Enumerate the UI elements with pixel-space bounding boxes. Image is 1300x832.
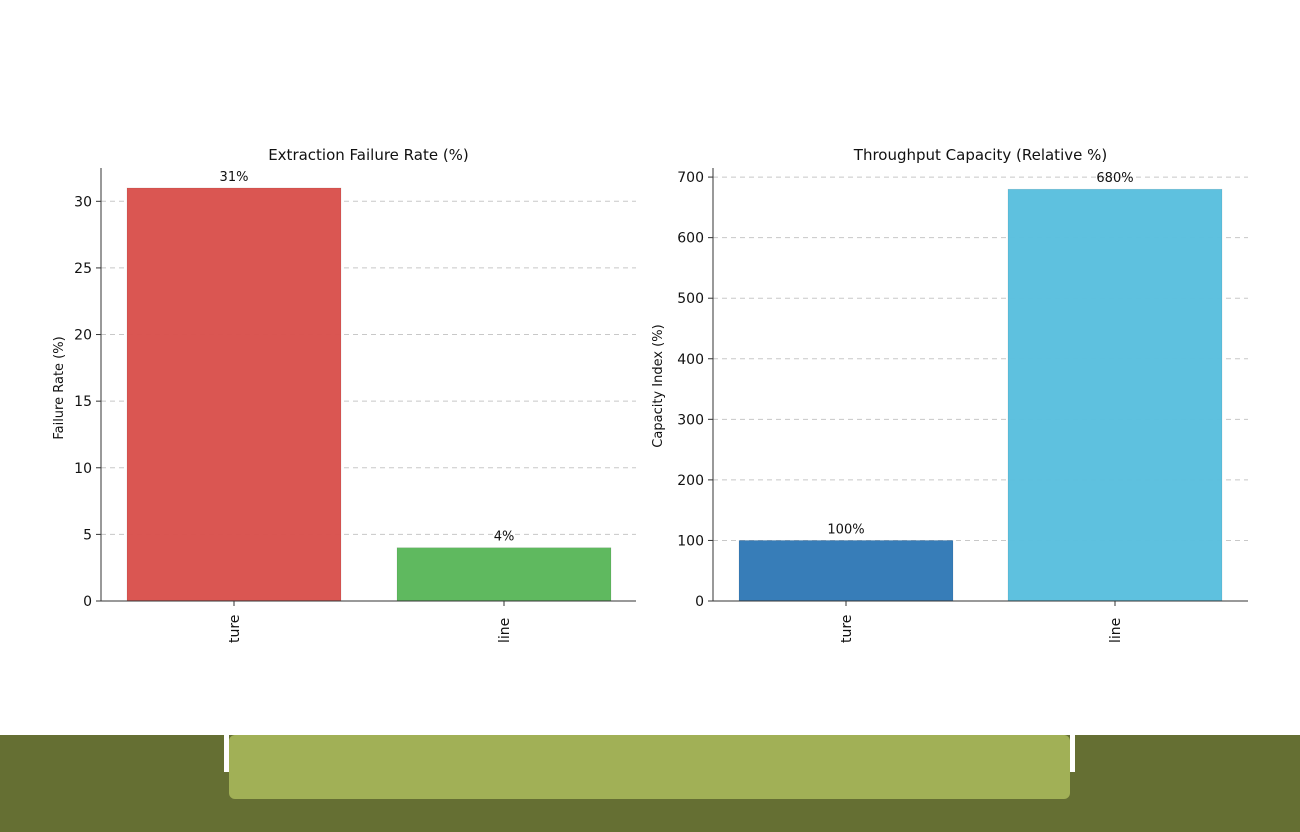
- x-tick-label: line: [1108, 618, 1124, 643]
- y-tick-label: 500: [677, 291, 704, 307]
- y-tick-label: 700: [677, 170, 704, 186]
- x-tick-label: ture: [227, 615, 243, 643]
- x-tick-label: ture: [839, 615, 855, 643]
- y-tick-label: 0: [83, 594, 92, 610]
- bottom-bar-notch-right: [1070, 735, 1075, 772]
- y-tick-label: 20: [74, 328, 92, 344]
- y-tick-label: 400: [677, 352, 704, 368]
- bottom-bar-notch-left: [224, 735, 229, 772]
- bar-value-label: 31%: [220, 170, 249, 185]
- y-tick-label: 600: [677, 231, 704, 247]
- y-tick-label: 15: [74, 394, 92, 410]
- y-tick-label: 25: [74, 261, 92, 277]
- chart-title: Throughput Capacity (Relative %): [853, 146, 1107, 164]
- bottom-bar: [0, 735, 1300, 832]
- bar: [126, 187, 342, 602]
- y-tick-label: 0: [695, 594, 704, 610]
- y-tick-label: 5: [83, 527, 92, 543]
- y-tick-label: 30: [74, 194, 92, 210]
- y-axis-label: Capacity Index (%): [651, 324, 666, 447]
- bar-value-label: 680%: [1096, 171, 1133, 186]
- bar: [396, 547, 612, 602]
- bar-value-label: 4%: [494, 530, 515, 545]
- failure-rate-chart: Extraction Failure Rate (%) Failure Rate…: [52, 146, 636, 643]
- bar-value-label: 100%: [827, 522, 864, 537]
- x-tick-label: line: [497, 618, 513, 643]
- y-tick-label: 200: [677, 473, 704, 489]
- y-tick-label: 100: [677, 533, 704, 549]
- bottom-bar-panel: [229, 735, 1070, 799]
- bar: [738, 540, 954, 602]
- y-tick-label: 10: [74, 461, 92, 477]
- bar: [1007, 188, 1223, 602]
- chart-title: Extraction Failure Rate (%): [268, 146, 469, 164]
- y-axis-label: Failure Rate (%): [52, 336, 67, 439]
- charts-canvas: Extraction Failure Rate (%) Failure Rate…: [52, 146, 1248, 643]
- throughput-capacity-chart: Throughput Capacity (Relative %) Capacit…: [651, 146, 1248, 643]
- y-tick-label: 300: [677, 412, 704, 428]
